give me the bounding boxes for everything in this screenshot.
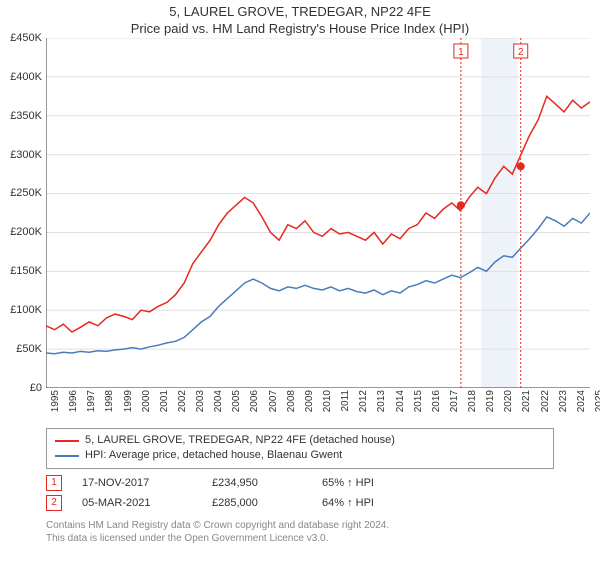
sales-table: 1 17-NOV-2017 £234,950 65% ↑ HPI 2 05-MAR-202… [46, 473, 554, 513]
x-tick-label: 1995 [50, 390, 61, 412]
sale-marker-dot [517, 162, 525, 170]
sale-marker-box: 1 [46, 475, 62, 491]
x-axis: 1995 1996 1997 1998 1999 2000 2001 2002 2003 2004… [46, 388, 590, 424]
legend-row: HPI: Average price, detached house, Blae… [55, 448, 545, 463]
page-title: 5, LAUREL GROVE, TREDEGAR, NP22 4FE [0, 4, 600, 21]
x-tick-label: 2025 [594, 390, 600, 412]
x-tick-label: 1998 [104, 390, 115, 412]
chart-plot: 12 [46, 38, 590, 388]
sale-row: 2 05-MAR-2021 £285,000 64% ↑ HPI [46, 493, 554, 513]
chart-area: £0£50K£100K£150K£200K£250K£300K£350K£400… [46, 38, 590, 388]
x-tick-label: 2007 [268, 390, 279, 412]
x-tick-label: 2011 [340, 390, 351, 412]
x-tick-label: 2013 [376, 390, 387, 412]
x-tick-label: 2004 [213, 390, 224, 412]
y-tick-label: £400K [2, 71, 42, 83]
x-tick-label: 2003 [195, 390, 206, 412]
x-tick-label: 2006 [249, 390, 260, 412]
sale-row: 1 17-NOV-2017 £234,950 65% ↑ HPI [46, 473, 554, 493]
x-tick-label: 2024 [576, 390, 587, 412]
x-tick-label: 1997 [86, 390, 97, 412]
sale-delta: 64% ↑ HPI [322, 497, 374, 509]
x-tick-label: 2023 [558, 390, 569, 412]
legend-swatch [55, 455, 79, 457]
x-tick-label: 1996 [68, 390, 79, 412]
sale-date: 05-MAR-2021 [82, 497, 192, 509]
x-tick-label: 2015 [413, 390, 424, 412]
legend-swatch [55, 440, 79, 442]
sale-marker-number: 1 [458, 47, 464, 58]
sale-date: 17-NOV-2017 [82, 477, 192, 489]
x-tick-label: 1999 [123, 390, 134, 412]
legend-label: HPI: Average price, detached house, Blae… [85, 448, 342, 463]
sale-marker-number: 2 [518, 47, 524, 58]
highlight-band [481, 38, 517, 388]
x-tick-label: 2016 [431, 390, 442, 412]
x-tick-label: 2005 [231, 390, 242, 412]
y-tick-label: £250K [2, 187, 42, 199]
sale-marker-dot [457, 201, 465, 209]
x-tick-label: 2019 [485, 390, 496, 412]
y-tick-label: £150K [2, 265, 42, 277]
x-tick-label: 2018 [467, 390, 478, 412]
x-tick-label: 2012 [358, 390, 369, 412]
x-tick-label: 2009 [304, 390, 315, 412]
page-subtitle: Price paid vs. HM Land Registry's House … [0, 21, 600, 36]
sale-price: £285,000 [212, 497, 302, 509]
y-tick-label: £300K [2, 149, 42, 161]
y-axis: £0£50K£100K£150K£200K£250K£300K£350K£400… [2, 38, 42, 388]
legend: 5, LAUREL GROVE, TREDEGAR, NP22 4FE (det… [46, 428, 554, 469]
y-tick-label: £100K [2, 304, 42, 316]
y-tick-label: £350K [2, 110, 42, 122]
legend-row: 5, LAUREL GROVE, TREDEGAR, NP22 4FE (det… [55, 433, 545, 448]
x-tick-label: 2020 [503, 390, 514, 412]
y-tick-label: £200K [2, 226, 42, 238]
x-tick-label: 2021 [521, 390, 532, 412]
sale-marker-box: 2 [46, 495, 62, 511]
sale-price: £234,950 [212, 477, 302, 489]
x-tick-label: 2008 [286, 390, 297, 412]
x-tick-label: 2001 [159, 390, 170, 412]
y-tick-label: £0 [2, 382, 42, 394]
x-tick-label: 2014 [395, 390, 406, 412]
x-tick-label: 2017 [449, 390, 460, 412]
y-tick-label: £450K [2, 32, 42, 44]
footer-line-1: Contains HM Land Registry data © Crown c… [46, 519, 554, 532]
y-tick-label: £50K [2, 343, 42, 355]
footer: Contains HM Land Registry data © Crown c… [46, 519, 554, 545]
footer-line-2: This data is licensed under the Open Gov… [46, 532, 554, 545]
x-tick-label: 2002 [177, 390, 188, 412]
x-tick-label: 2010 [322, 390, 333, 412]
sale-delta: 65% ↑ HPI [322, 477, 374, 489]
x-tick-label: 2022 [540, 390, 551, 412]
x-tick-label: 2000 [141, 390, 152, 412]
legend-label: 5, LAUREL GROVE, TREDEGAR, NP22 4FE (det… [85, 433, 395, 448]
